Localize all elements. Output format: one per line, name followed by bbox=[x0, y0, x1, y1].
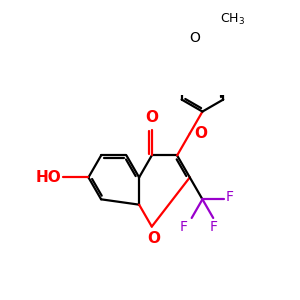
Text: HO: HO bbox=[35, 170, 61, 185]
Text: O: O bbox=[147, 232, 160, 247]
Text: F: F bbox=[180, 220, 188, 234]
Text: O: O bbox=[195, 126, 208, 141]
Text: CH$_3$: CH$_3$ bbox=[220, 12, 245, 27]
Text: F: F bbox=[209, 220, 217, 234]
Text: O: O bbox=[190, 31, 200, 45]
Text: O: O bbox=[145, 110, 158, 125]
Text: F: F bbox=[226, 190, 234, 204]
